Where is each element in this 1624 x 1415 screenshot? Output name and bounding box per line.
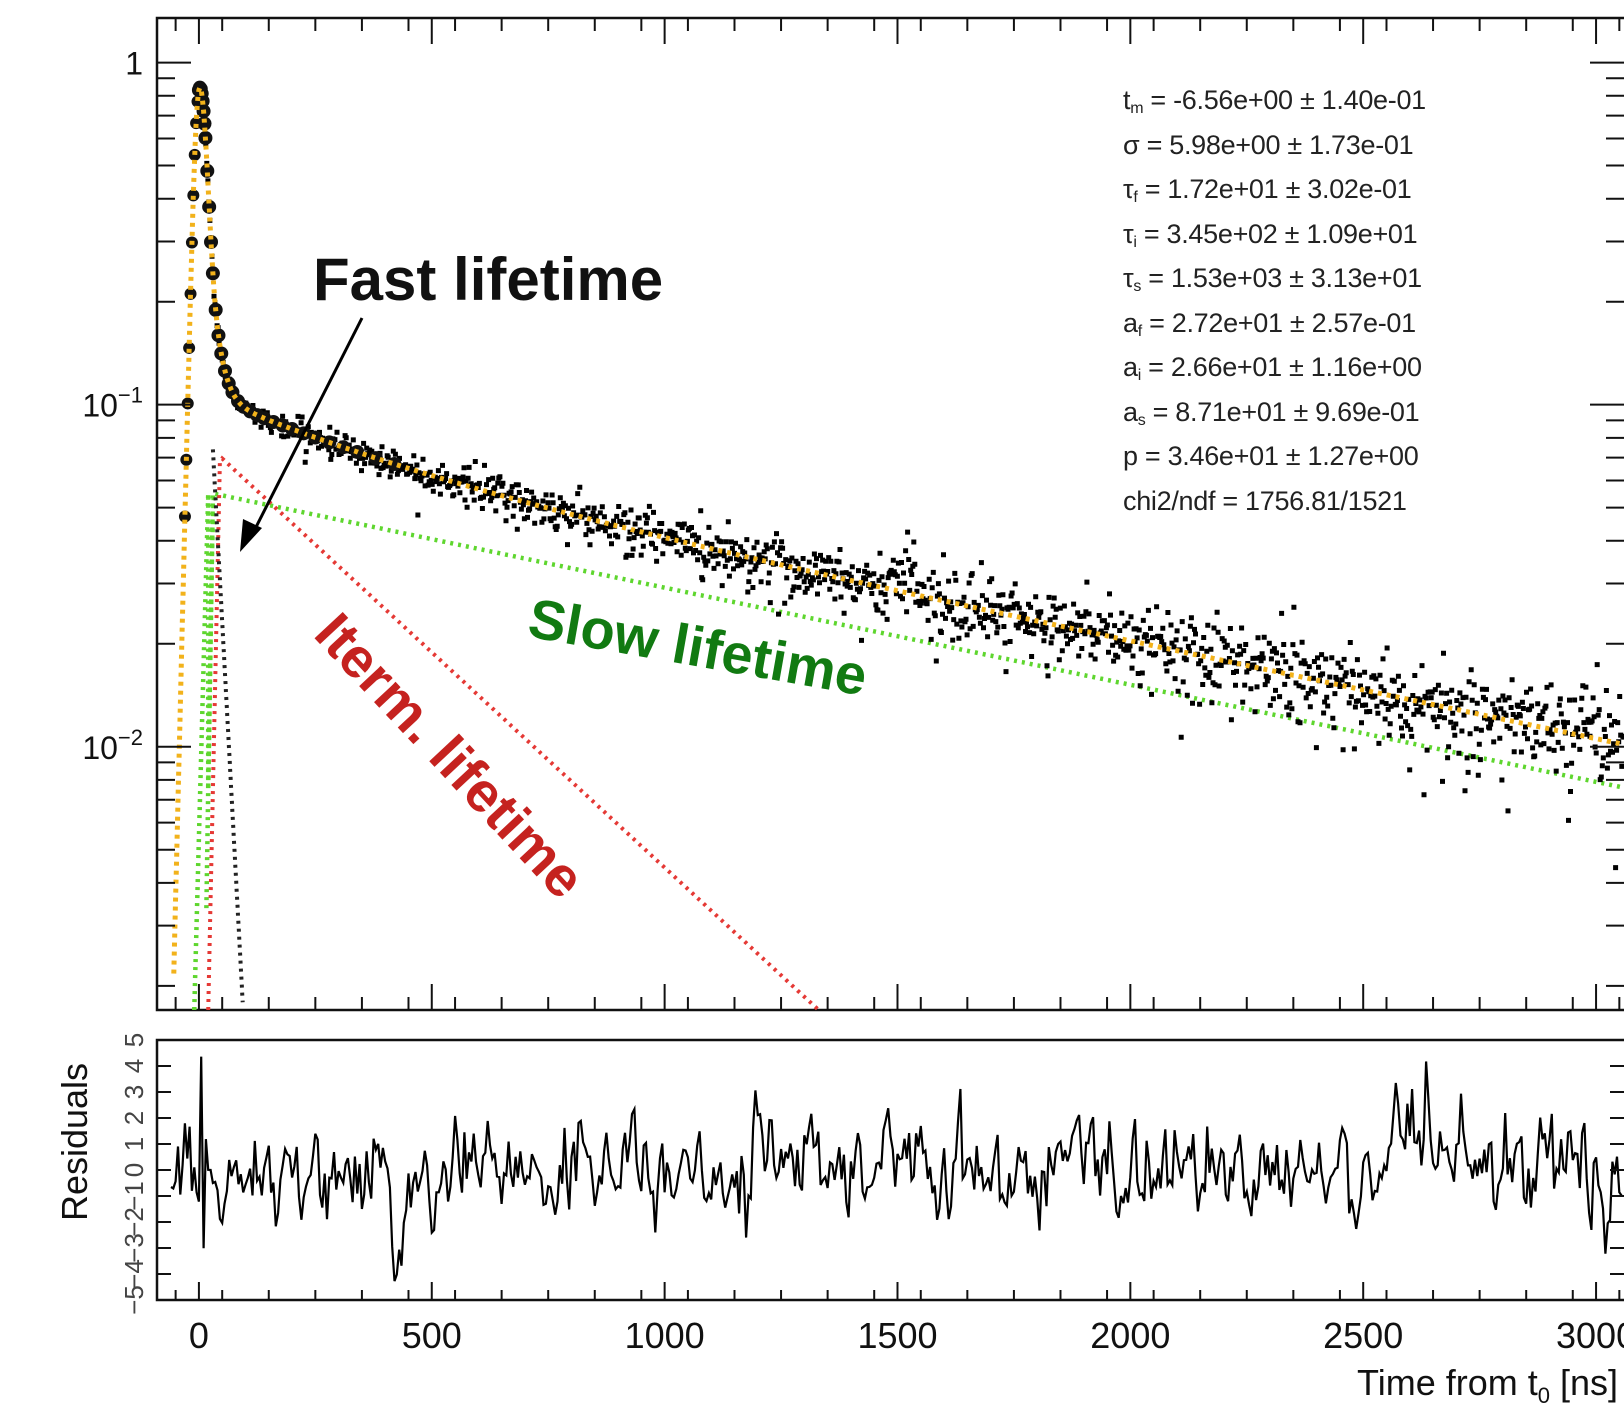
- fit-param-row: af = 2.72e+01 ± 2.57e-01: [1123, 301, 1603, 346]
- residual-y-tick-label: −3: [119, 1233, 149, 1263]
- fast-component-curve: [210, 449, 245, 1003]
- fit-parameters-box: tm = -6.56e+00 ± 1.40e-01 σ = 5.98e+00 ± …: [1123, 78, 1603, 523]
- y-tick-label: 1: [125, 46, 143, 82]
- fit-param-row: τf = 1.72e+01 ± 3.02e-01: [1123, 167, 1603, 212]
- data-point: [184, 287, 197, 300]
- residual-y-tick-label: 0: [119, 1163, 149, 1177]
- fit-param-text: = 1.53e+03 ± 3.13e+01: [1141, 263, 1422, 293]
- fit-param-text: = 8.71e+01 ± 9.69e-01: [1145, 396, 1420, 427]
- x-tick-label: 2500: [1323, 1315, 1403, 1356]
- total-fit-curve: [171, 82, 1624, 974]
- fit-param-text: τ: [1123, 174, 1134, 204]
- fit-param-row: chi2/ndf = 1756.81/1521: [1123, 479, 1603, 524]
- x-axis-label-text: Time from t: [1357, 1362, 1538, 1403]
- main-plot-frame: [155, 16, 1624, 1012]
- x-tick-label: 2000: [1090, 1315, 1170, 1356]
- fit-param-row: τs = 1.53e+03 ± 3.13e+01: [1123, 256, 1603, 301]
- y-tick-label: 10−2: [82, 725, 143, 766]
- data-point: [190, 117, 203, 130]
- residual-plot-frame: [155, 1038, 1624, 1302]
- fit-param-subscript: f: [1137, 322, 1142, 340]
- fit-param-row: p = 3.46e+01 ± 1.27e+00: [1123, 434, 1603, 479]
- residual-series: [170, 1056, 1623, 1282]
- fit-param-text: = 2.72e+01 ± 2.57e-01: [1141, 307, 1416, 338]
- data-point: [187, 189, 200, 202]
- x-axis-label: Time from t0 [ns]: [1357, 1362, 1618, 1409]
- fit-param-row: σ = 5.98e+00 ± 1.73e-01: [1123, 123, 1603, 168]
- fit-param-row: as = 8.71e+01 ± 9.69e-01: [1123, 390, 1603, 435]
- fit-param-subscript: s: [1137, 411, 1146, 429]
- x-axis-label-unit: [ns]: [1549, 1362, 1618, 1403]
- x-tick-label: 500: [402, 1315, 462, 1356]
- data-point: [178, 510, 191, 523]
- residual-y-tick-label: −1: [119, 1181, 149, 1211]
- fit-param-text: a: [1123, 307, 1138, 338]
- fit-param-text: σ = 5.98e+00 ± 1.73e-01: [1123, 129, 1414, 160]
- fit-param-text: τ: [1123, 218, 1134, 249]
- residual-y-tick-label: 3: [119, 1085, 149, 1099]
- data-point: [200, 163, 215, 178]
- fit-param-row: tm = -6.56e+00 ± 1.40e-01: [1123, 78, 1603, 123]
- fit-param-row: ai = 2.66e+01 ± 1.16e+00: [1123, 345, 1603, 390]
- slow-component-rise: [192, 490, 218, 1011]
- fit-param-subscript: i: [1137, 367, 1142, 384]
- data-point: [183, 341, 196, 354]
- residual-y-tick-label: 2: [119, 1111, 149, 1125]
- fit-param-text: chi2/ndf = 1756.81/1521: [1123, 485, 1407, 516]
- slow-component-curve: [204, 490, 1624, 909]
- fit-param-text: τ: [1123, 263, 1134, 293]
- fit-param-text: = 2.66e+01 ± 1.16e+00: [1140, 352, 1422, 382]
- residual-y-tick-label: 1: [119, 1137, 149, 1151]
- x-tick-label: 1500: [857, 1315, 937, 1356]
- x-tick-label: 1000: [625, 1315, 705, 1356]
- data-point: [204, 235, 219, 250]
- x-axis-label-sub: 0: [1537, 1383, 1550, 1408]
- fit-param-row: τi = 3.45e+02 ± 1.09e+01: [1123, 212, 1603, 257]
- residual-y-tick-label: −5: [119, 1285, 149, 1315]
- fit-param-subscript: f: [1133, 189, 1138, 206]
- data-point: [202, 199, 217, 214]
- fit-param-text: p = 3.46e+01 ± 1.27e+00: [1123, 441, 1419, 471]
- fit-param-text: = 1.72e+01 ± 3.02e-01: [1137, 174, 1412, 204]
- x-tick-label: 3000: [1556, 1315, 1624, 1356]
- fit-param-text: = -6.56e+00 ± 1.40e-01: [1143, 85, 1426, 115]
- fast-lifetime-arrow-head: [240, 519, 262, 552]
- residual-y-tick-label: 5: [119, 1033, 149, 1047]
- fit-param-subscript: i: [1133, 233, 1137, 251]
- fit-param-text: a: [1123, 396, 1138, 427]
- fit-param-subscript: s: [1133, 278, 1142, 295]
- annotation-fast-lifetime: Fast lifetime: [313, 246, 664, 313]
- fast-lifetime-arrow-line: [250, 317, 364, 536]
- fit-param-text: = 3.45e+02 ± 1.09e+01: [1136, 218, 1418, 249]
- y-tick-label: 10−1: [82, 383, 143, 424]
- fit-param-text: a: [1123, 352, 1138, 382]
- residual-y-tick-label: −4: [119, 1259, 149, 1289]
- fit-param-subscript: m: [1130, 100, 1144, 117]
- residual-y-tick-label: −2: [119, 1207, 149, 1237]
- residual-y-tick-label: 4: [119, 1059, 149, 1073]
- fit-param-text: t: [1123, 85, 1131, 115]
- residuals-axis-label: Residuals: [54, 1062, 95, 1222]
- x-tick-label: 0: [189, 1315, 209, 1356]
